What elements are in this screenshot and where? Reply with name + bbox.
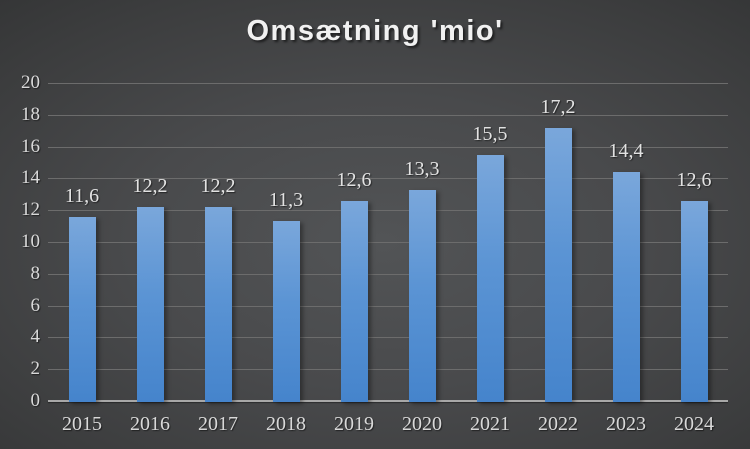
x-axis-line xyxy=(48,400,728,402)
x-axis-label-2015: 2015 xyxy=(62,413,102,435)
bar-value-label: 15,5 xyxy=(472,122,508,145)
bar-value-label: 12,2 xyxy=(200,175,236,198)
bar-value-label: 17,2 xyxy=(540,95,576,118)
gridline xyxy=(48,273,728,275)
y-axis-tick-label: 2 xyxy=(30,358,41,380)
bar-2015 xyxy=(68,216,96,402)
x-axis-label-2020: 2020 xyxy=(402,413,442,435)
bar-2018 xyxy=(272,221,300,402)
x-axis-label-2018: 2018 xyxy=(266,413,306,435)
y-axis-tick-label: 8 xyxy=(30,262,41,284)
gridline xyxy=(48,146,728,148)
x-axis-label-2017: 2017 xyxy=(198,413,238,435)
bar-value-label: 12,2 xyxy=(132,175,168,198)
bar-value-label: 12,6 xyxy=(336,168,372,191)
gridline xyxy=(48,369,728,371)
gridline xyxy=(48,337,728,339)
bar-2024 xyxy=(680,200,708,402)
y-axis-tick-label: 14 xyxy=(21,167,40,189)
y-axis-tick-label: 18 xyxy=(21,103,40,125)
bar-2017 xyxy=(204,207,232,402)
gridline xyxy=(48,210,728,212)
y-axis-tick-label: 12 xyxy=(21,199,40,221)
gridline xyxy=(48,178,728,180)
bar-2022 xyxy=(544,127,572,402)
bar-2021 xyxy=(476,154,504,402)
bar-value-label: 12,6 xyxy=(676,168,712,191)
bar-2016 xyxy=(136,207,164,402)
x-axis-label-2021: 2021 xyxy=(470,413,510,435)
y-axis-tick-label: 6 xyxy=(30,294,41,316)
x-axis-label-2024: 2024 xyxy=(674,413,714,435)
bar-value-label: 11,3 xyxy=(268,189,304,212)
bar-2020 xyxy=(408,189,436,402)
x-axis-label-2023: 2023 xyxy=(606,413,646,435)
x-axis-label-2022: 2022 xyxy=(538,413,578,435)
x-axis-label-2016: 2016 xyxy=(130,413,170,435)
y-axis-tick-label: 20 xyxy=(21,72,40,93)
chart-title: Omsætning 'mio' xyxy=(246,15,504,47)
gridline xyxy=(48,114,728,116)
bar-value-label: 14,4 xyxy=(608,140,644,163)
y-axis-tick-label: 0 xyxy=(30,390,41,411)
y-axis-tick-label: 16 xyxy=(21,135,40,157)
gridline xyxy=(48,305,728,307)
y-axis-tick-label: 10 xyxy=(21,231,40,252)
y-axis-tick-label: 4 xyxy=(30,326,41,348)
bar-2023 xyxy=(612,172,640,402)
gridline xyxy=(48,83,728,84)
x-axis-label-2019: 2019 xyxy=(334,413,374,435)
bar-value-label: 13,3 xyxy=(404,157,440,180)
bar-value-label: 11,6 xyxy=(64,184,100,207)
bar-2019 xyxy=(340,200,368,402)
gridline xyxy=(48,242,728,243)
